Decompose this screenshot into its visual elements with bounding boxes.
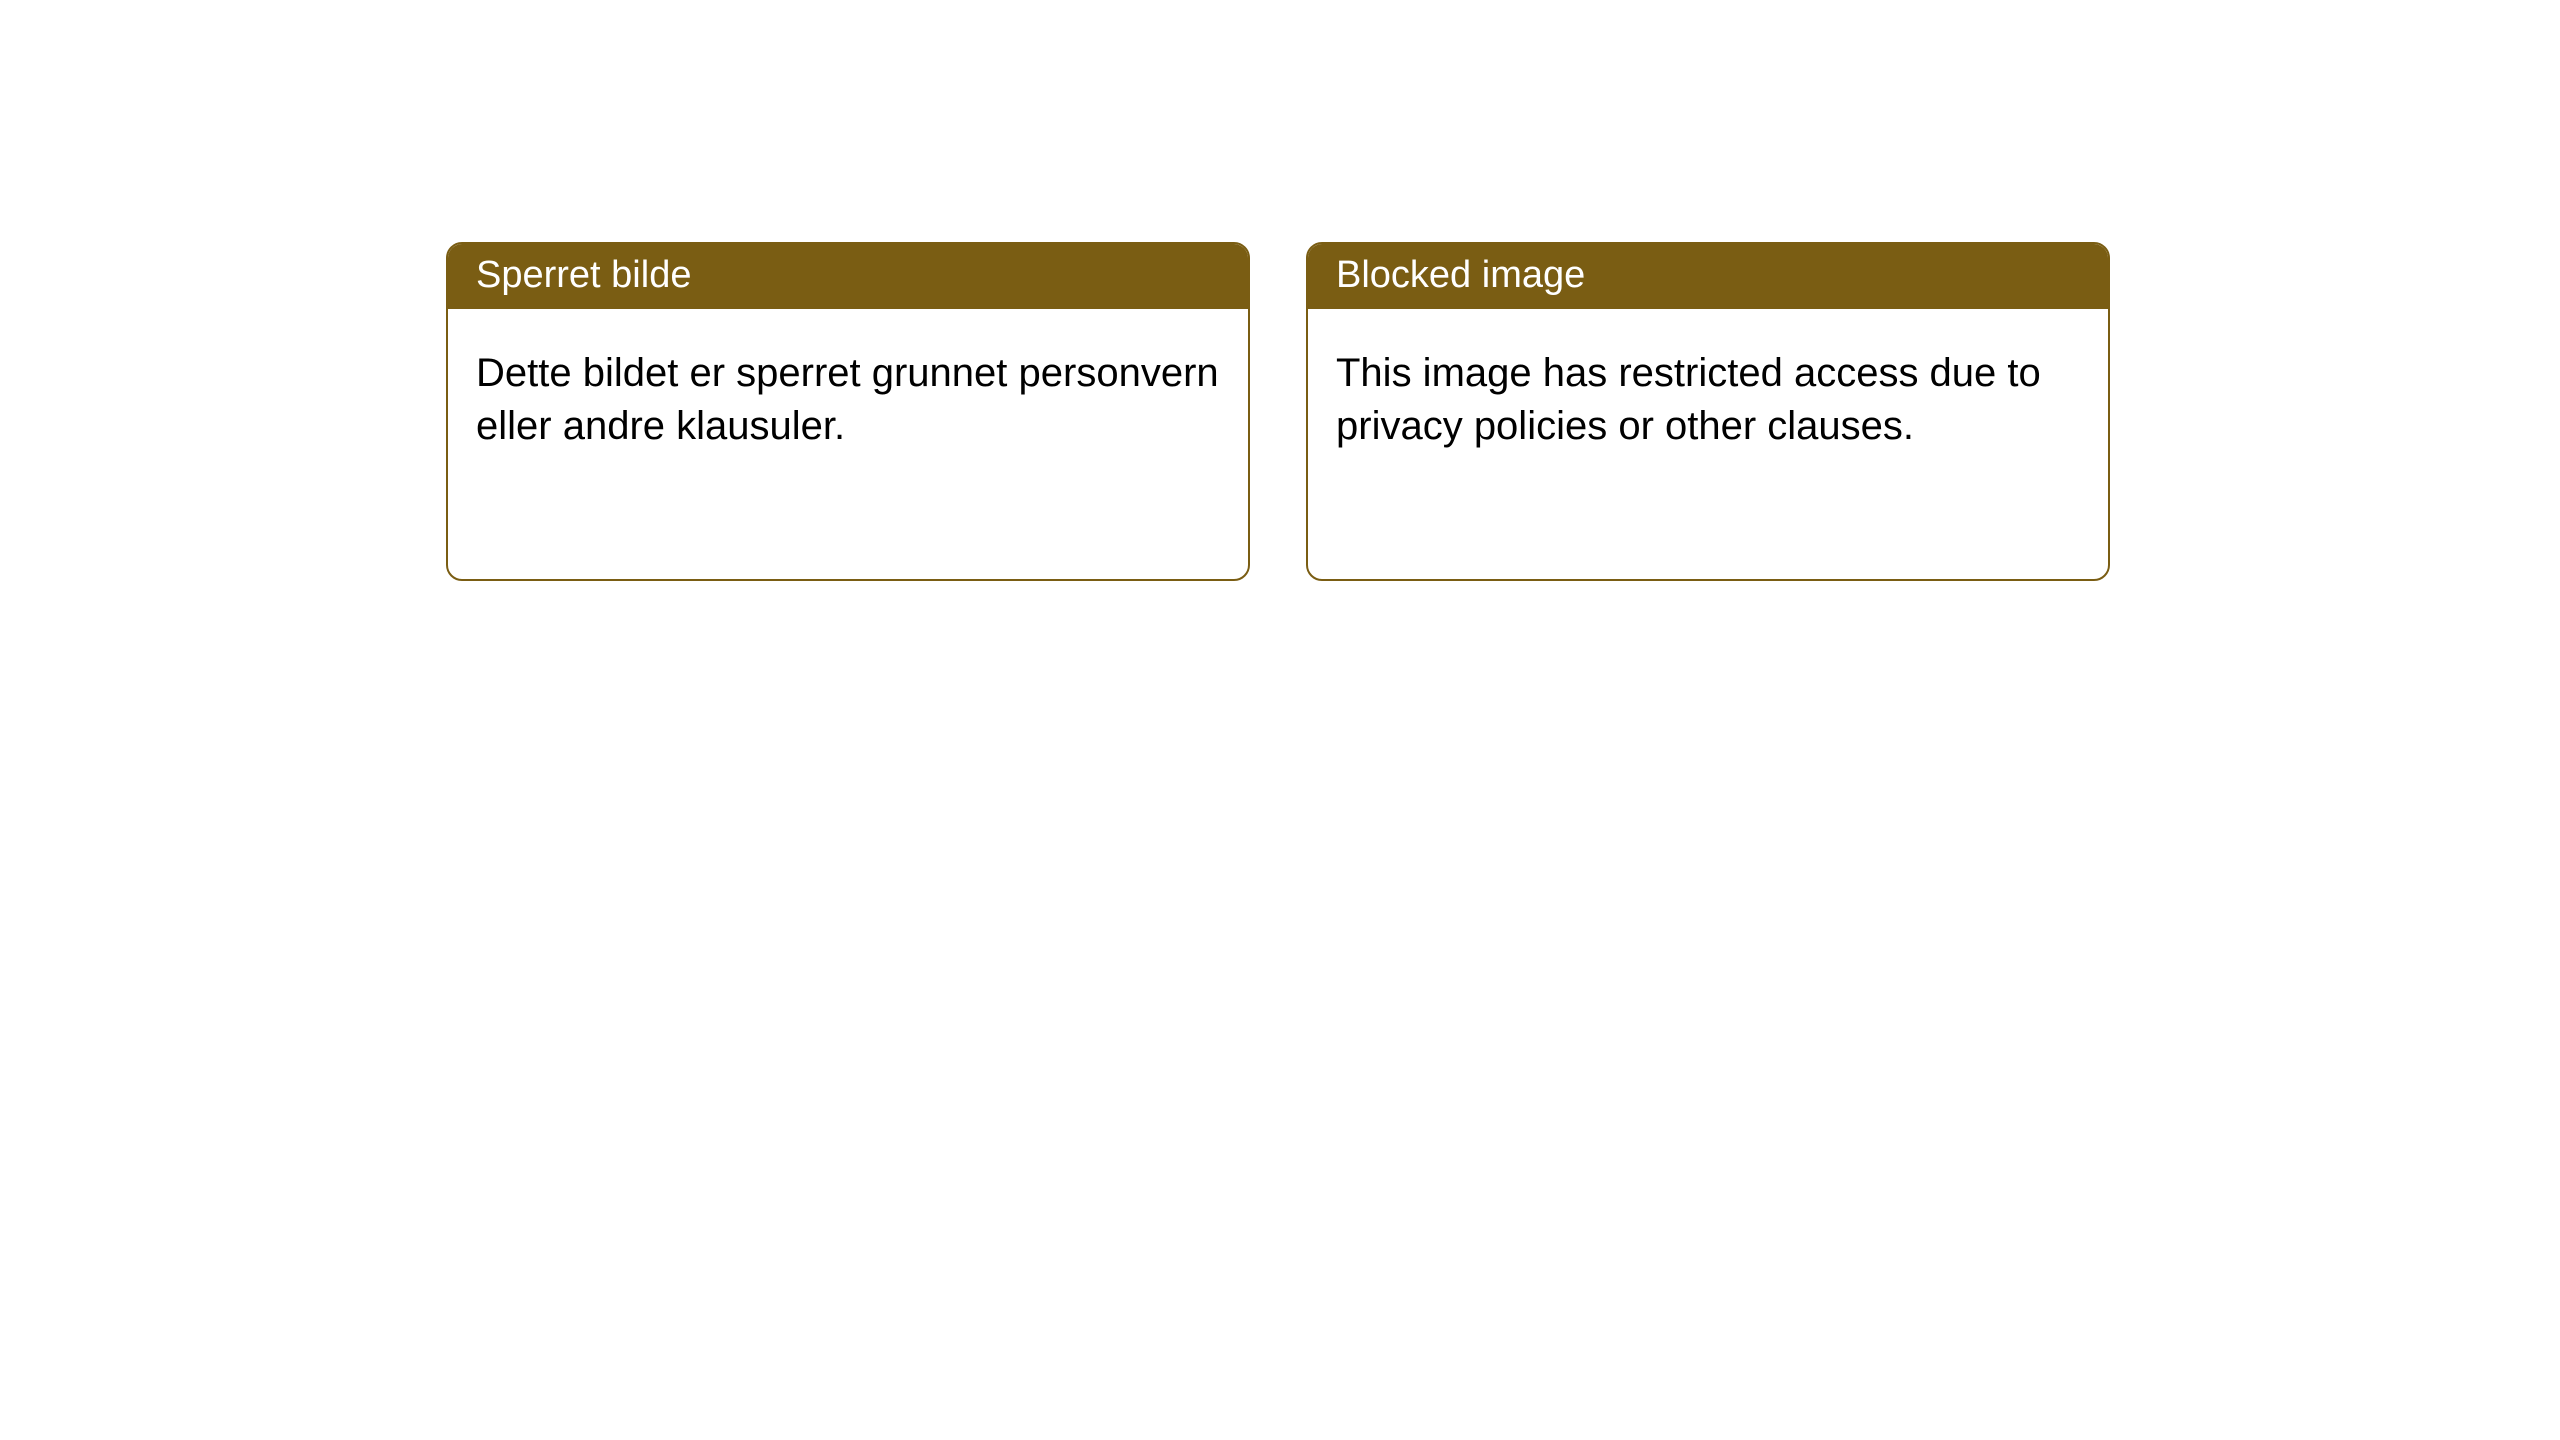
notice-header: Sperret bilde <box>448 244 1248 309</box>
notice-header: Blocked image <box>1308 244 2108 309</box>
notice-card-norwegian: Sperret bilde Dette bildet er sperret gr… <box>446 242 1250 581</box>
notice-body: This image has restricted access due to … <box>1308 309 2108 579</box>
notice-card-english: Blocked image This image has restricted … <box>1306 242 2110 581</box>
notice-container: Sperret bilde Dette bildet er sperret gr… <box>0 0 2560 581</box>
notice-body: Dette bildet er sperret grunnet personve… <box>448 309 1248 579</box>
